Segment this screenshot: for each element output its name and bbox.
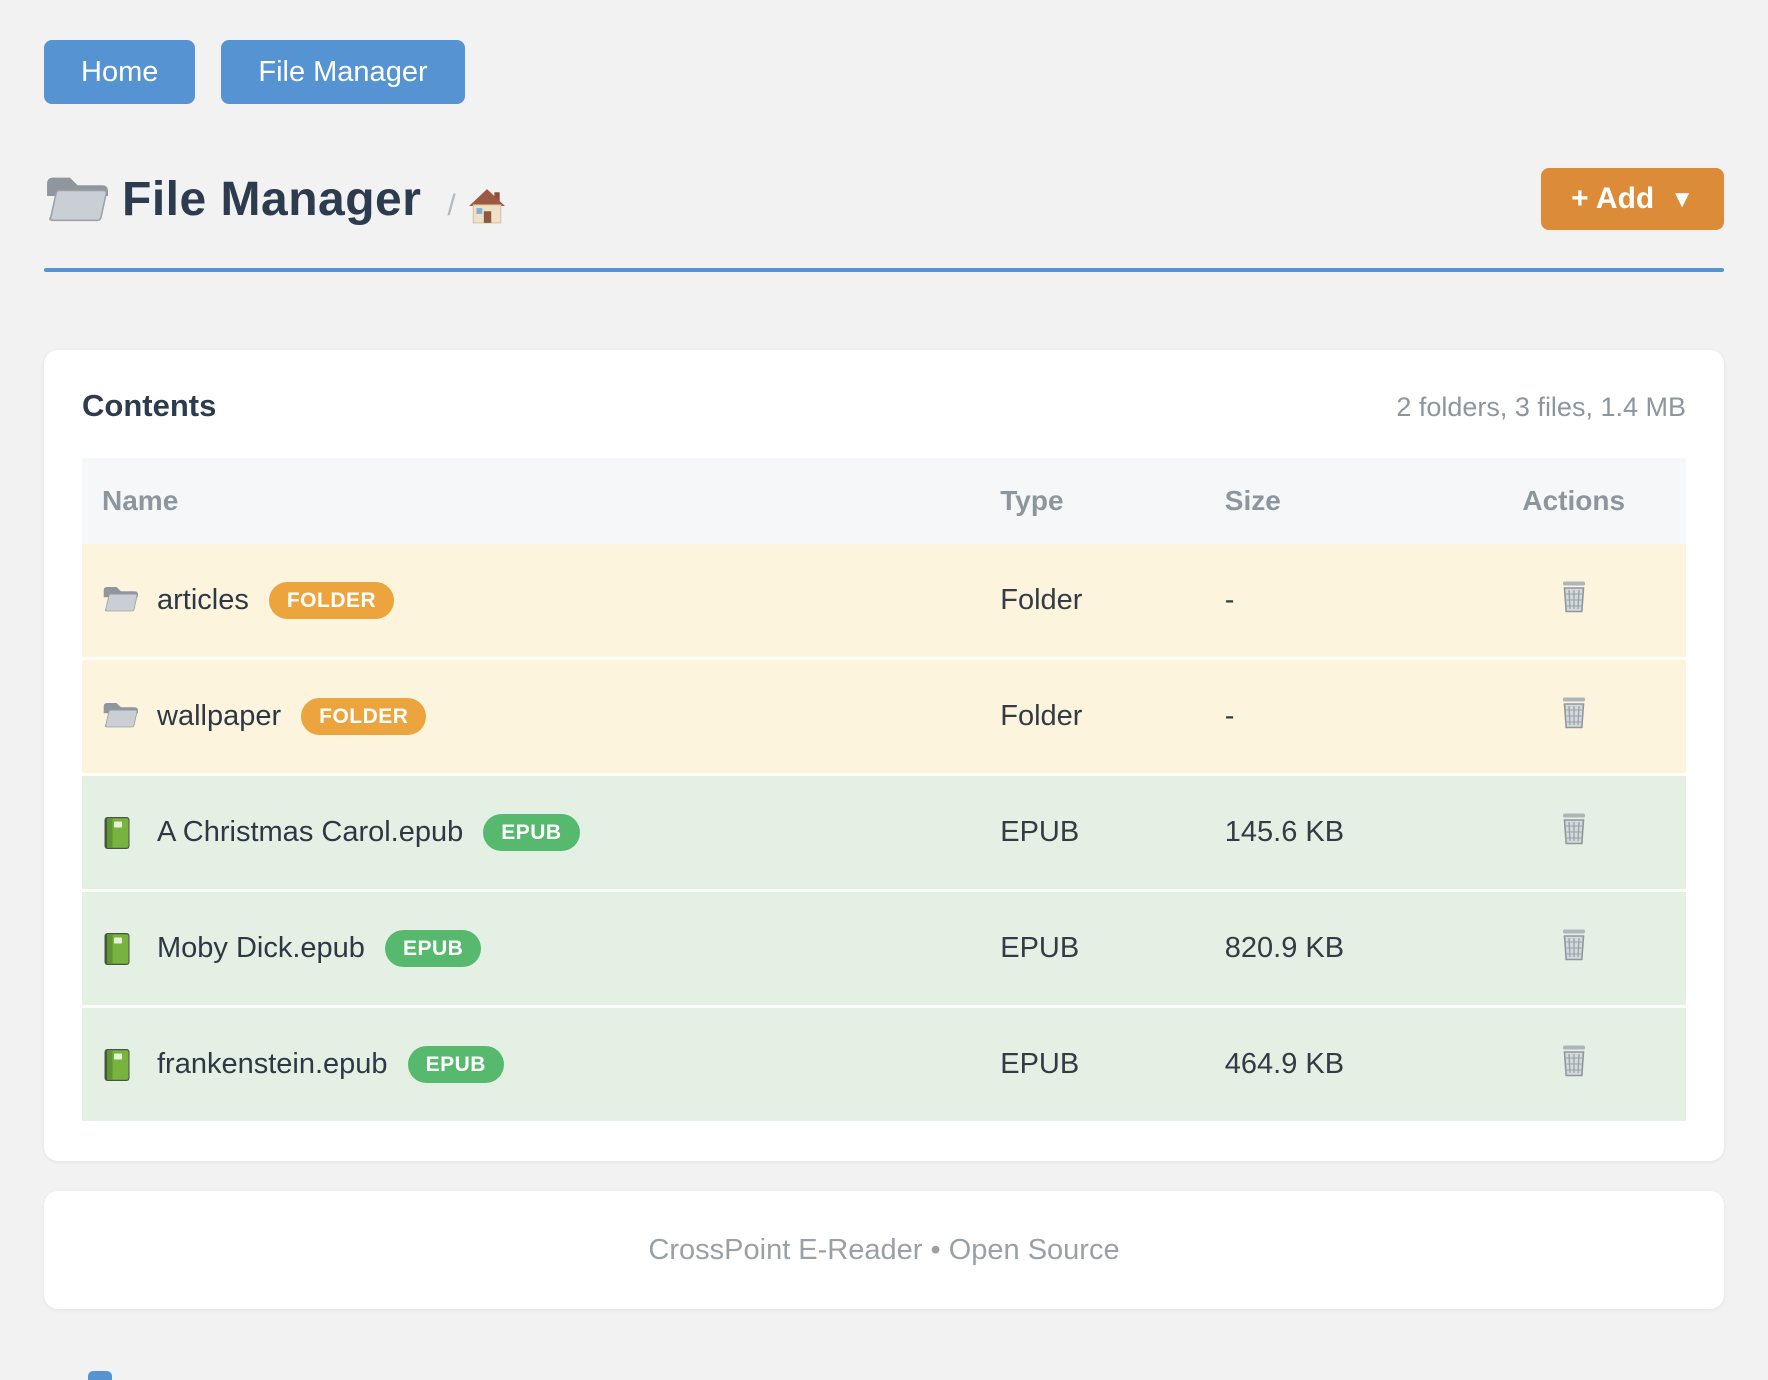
contents-card: Contents 2 folders, 3 files, 1.4 MB Name…: [44, 350, 1724, 1161]
delete-button[interactable]: [1559, 580, 1589, 613]
title-wrap: File Manager /: [44, 172, 506, 227]
trash-icon: [1559, 928, 1589, 964]
file-size: 820.9 KB: [1224, 932, 1345, 964]
folder-badge: FOLDER: [268, 582, 395, 619]
folder-icon: [102, 700, 138, 734]
file-type: EPUB: [1000, 1048, 1080, 1080]
file-manager-page: Home File Manager File Manager / + Add ▼…: [44, 40, 1724, 1309]
file-type: EPUB: [1000, 816, 1080, 848]
folder-icon: [102, 584, 138, 618]
add-button-label: + Add: [1571, 182, 1655, 215]
file-size: 464.9 KB: [1224, 1048, 1345, 1080]
epub-badge: EPUB: [384, 930, 482, 967]
epub-badge: EPUB: [407, 1046, 504, 1083]
footer-card: CrossPoint E-Reader • Open Source: [44, 1191, 1724, 1309]
table-row-christmas-carol: A Christmas Carol.epub EPUB EPUB 145.6 K…: [82, 774, 1686, 891]
delete-button[interactable]: [1559, 928, 1589, 961]
delete-button[interactable]: [1559, 1044, 1589, 1077]
file-type: Folder: [1000, 584, 1083, 616]
trash-icon: [1559, 1044, 1589, 1080]
folder-icon: [44, 173, 108, 225]
nav-file-manager-button[interactable]: File Manager: [221, 40, 465, 104]
table-row-articles: articles FOLDER Folder -: [82, 544, 1686, 659]
table-header-row: Name Type Size Actions: [82, 458, 1686, 544]
house-icon[interactable]: [468, 188, 506, 224]
delete-button[interactable]: [1559, 696, 1589, 729]
top-nav: Home File Manager: [44, 40, 1724, 104]
file-name-link[interactable]: Moby Dick.epub: [157, 932, 365, 964]
file-name-link[interactable]: wallpaper: [157, 700, 282, 732]
file-name-link[interactable]: articles: [157, 584, 249, 616]
footer-text: CrossPoint E-Reader • Open Source: [648, 1233, 1120, 1266]
folder-badge: FOLDER: [301, 698, 427, 735]
epub-badge: EPUB: [483, 814, 580, 851]
book-icon: [102, 816, 138, 850]
file-size: 145.6 KB: [1224, 816, 1345, 848]
book-icon: [102, 932, 138, 966]
column-header-type: Type: [980, 458, 1205, 544]
page-title: File Manager: [122, 172, 422, 226]
delete-button[interactable]: [1559, 812, 1589, 845]
column-header-actions: Actions: [1461, 458, 1686, 544]
file-name-link[interactable]: A Christmas Carol.epub: [157, 816, 464, 848]
add-button[interactable]: + Add ▼: [1541, 168, 1724, 230]
trash-icon: [1559, 812, 1589, 848]
file-size: -: [1224, 584, 1235, 616]
cutoff-element-fragment: [88, 1371, 112, 1380]
contents-card-header: Contents 2 folders, 3 files, 1.4 MB: [82, 388, 1686, 424]
page-header: File Manager / + Add ▼: [44, 168, 1724, 230]
file-type: Folder: [1000, 700, 1083, 732]
book-icon: [102, 1048, 138, 1082]
header-divider: [44, 268, 1724, 272]
chevron-down-icon: ▼: [1670, 186, 1694, 213]
contents-summary: 2 folders, 3 files, 1.4 MB: [1396, 392, 1686, 422]
file-name-link[interactable]: frankenstein.epub: [157, 1048, 388, 1080]
table-row-frankenstein: frankenstein.epub EPUB EPUB 464.9 KB: [82, 1006, 1686, 1121]
column-header-name: Name: [82, 458, 981, 544]
contents-heading: Contents: [82, 388, 217, 423]
file-type: EPUB: [1000, 932, 1080, 964]
trash-icon: [1559, 580, 1589, 616]
table-row-wallpaper: wallpaper FOLDER Folder -: [82, 658, 1686, 775]
nav-home-button[interactable]: Home: [44, 40, 196, 104]
column-header-size: Size: [1204, 458, 1462, 544]
table-row-moby-dick: Moby Dick.epub EPUB EPUB 820.9 KB: [82, 890, 1686, 1007]
breadcrumb: /: [447, 188, 506, 224]
files-table: Name Type Size Actions articles FOLDER: [82, 458, 1686, 1121]
file-size: -: [1224, 700, 1235, 732]
breadcrumb-separator: /: [447, 189, 456, 222]
trash-icon: [1559, 696, 1589, 732]
